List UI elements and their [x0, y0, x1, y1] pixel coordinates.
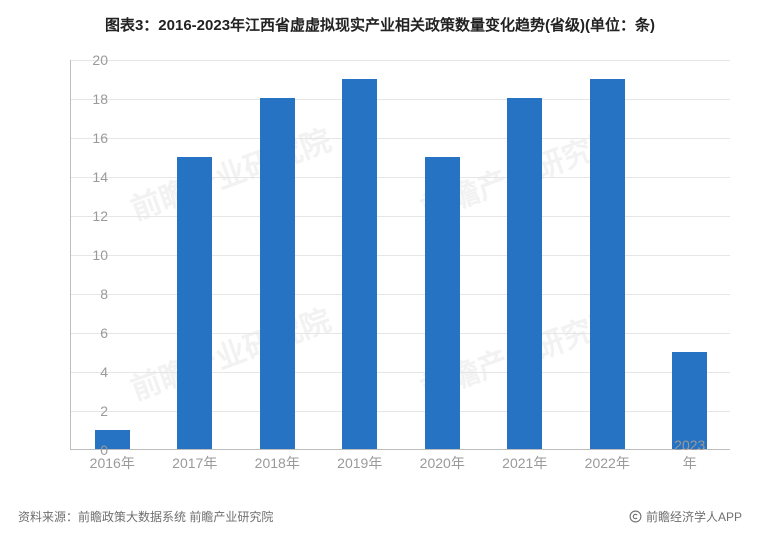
bar: [260, 98, 295, 449]
source-footer: 资料来源：前瞻政策大数据系统 前瞻产业研究院: [18, 508, 273, 525]
bar: [177, 157, 212, 450]
bar: [425, 157, 460, 450]
y-tick-label: 4: [78, 364, 108, 380]
bar: [590, 79, 625, 450]
copyright-icon: [629, 510, 642, 523]
y-tick-label: 16: [78, 130, 108, 146]
x-tick-label: 2022年: [585, 453, 630, 473]
y-tick-label: 20: [78, 52, 108, 68]
x-tick-label: 2019年: [337, 453, 382, 473]
plot-area: 2016年2017年2018年2019年2020年2021年2022年2023年: [70, 60, 730, 450]
x-tick-label: 2020年: [420, 453, 465, 473]
x-tick-label: 2018年: [255, 453, 300, 473]
x-tick-label: 2023年: [670, 437, 710, 473]
bars-group: [71, 60, 730, 449]
x-tick-label: 2021年: [502, 453, 547, 473]
bar: [342, 79, 377, 450]
y-tick-label: 14: [78, 169, 108, 185]
chart-title: 图表3：2016-2023年江西省虚虚拟现实产业相关政策数量变化趋势(省级)(单…: [0, 0, 760, 35]
chart-container: 前瞻产业研究院 前瞻产业研究院 前瞻产业研究院 前瞻产业研究院 2016年201…: [35, 50, 740, 480]
y-tick-label: 8: [78, 286, 108, 302]
credit-text: 前瞻经济学人APP: [646, 508, 742, 525]
credit: 前瞻经济学人APP: [629, 508, 742, 525]
bar: [672, 352, 707, 450]
y-tick-label: 18: [78, 91, 108, 107]
x-tick-label: 2017年: [172, 453, 217, 473]
y-tick-label: 10: [78, 247, 108, 263]
y-tick-label: 0: [78, 442, 108, 458]
y-tick-label: 2: [78, 403, 108, 419]
y-tick-label: 12: [78, 208, 108, 224]
y-tick-label: 6: [78, 325, 108, 341]
bar: [507, 98, 542, 449]
